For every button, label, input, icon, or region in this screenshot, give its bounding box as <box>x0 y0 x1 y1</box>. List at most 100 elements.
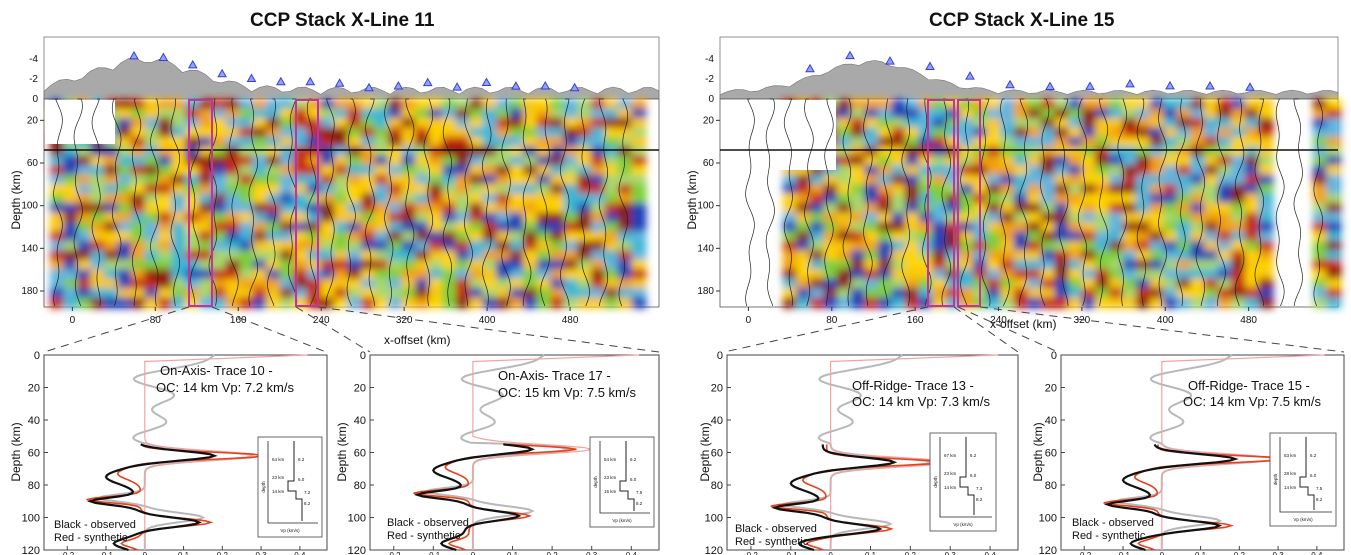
heatmap-cell <box>225 288 241 300</box>
inset-label: 7.5 <box>636 490 643 495</box>
heatmap-cell <box>117 212 133 224</box>
x-tick-label: 160 <box>907 315 924 326</box>
y-tick-label: 20 <box>27 115 39 126</box>
heatmap-cell <box>1149 250 1165 262</box>
heatmap-cell <box>1258 212 1274 224</box>
heatmap-cell <box>333 155 349 167</box>
heatmap-cell <box>1041 174 1057 186</box>
heatmap-cell <box>1122 117 1138 129</box>
x-tick-label: 0.2 <box>547 551 559 555</box>
heatmap-cell <box>604 117 620 129</box>
heatmap-cell <box>455 203 471 214</box>
trace-wiggle <box>150 98 159 307</box>
heatmap-cell <box>333 117 349 129</box>
heatmap-cell <box>837 184 853 196</box>
heatmap-cell <box>1095 146 1111 158</box>
heatmap-cell <box>185 269 201 281</box>
x-tick-label: 0.3 <box>256 551 268 555</box>
heatmap-cell <box>171 117 187 129</box>
heatmap-cell <box>401 184 417 196</box>
heatmap-cell <box>1190 269 1206 281</box>
heatmap-cell <box>279 117 295 129</box>
heatmap-cell <box>252 136 268 148</box>
heatmap-cell <box>1108 184 1125 196</box>
heatmap-cell <box>469 259 485 271</box>
heatmap-cell <box>104 288 120 300</box>
heatmap-cell <box>809 297 826 309</box>
heatmap-cell <box>279 212 295 224</box>
heatmap-cell <box>523 288 539 300</box>
y-tick-label: 80 <box>28 480 40 492</box>
heatmap-cell <box>306 212 322 224</box>
heatmap-cell <box>388 127 404 139</box>
heatmap-cell <box>563 127 579 139</box>
heatmap-cell <box>1190 117 1206 129</box>
heatmap-cell <box>1163 108 1179 120</box>
heatmap-cell <box>1081 174 1097 186</box>
heatmap-cell <box>1312 174 1328 186</box>
heatmap-cell <box>171 212 187 224</box>
y-tick-label: 60 <box>354 448 366 460</box>
heatmap-cell <box>347 117 363 129</box>
heatmap-cell <box>809 203 826 214</box>
heatmap-cell <box>225 193 241 205</box>
heatmap-cell <box>239 212 255 224</box>
heatmap-cell <box>550 136 566 148</box>
heatmap-cell <box>563 203 579 214</box>
heatmap-cell <box>158 288 174 300</box>
heatmap-cell <box>1027 269 1043 281</box>
heatmap-cell <box>279 108 295 120</box>
inset-label: 6.2 <box>630 457 637 462</box>
heatmap-cell <box>590 278 606 290</box>
heatmap-cell <box>986 165 1002 177</box>
heatmap-cell <box>1163 193 1179 205</box>
heatmap-cell <box>550 193 566 205</box>
heatmap-cell <box>1326 184 1342 196</box>
heatmap-cell <box>482 127 498 139</box>
heatmap-cell <box>455 108 471 120</box>
station-triangle-icon <box>1245 82 1255 91</box>
heatmap-cell <box>536 259 552 271</box>
heatmap-cell <box>1081 250 1097 262</box>
heatmap-cell <box>1081 297 1097 309</box>
x-tick-label: -0.1 <box>99 551 113 555</box>
heatmap-cell <box>104 174 120 186</box>
heatmap-cell <box>864 288 880 300</box>
heatmap-cell <box>469 184 485 196</box>
heatmap-cell <box>198 184 214 196</box>
heatmap-cell <box>239 155 255 167</box>
heatmap-cell <box>212 203 228 214</box>
heatmap-cell <box>1041 165 1057 177</box>
heatmap-cell <box>442 165 458 177</box>
heatmap-cell <box>306 146 322 158</box>
heatmap-cell <box>293 212 309 224</box>
heatmap-cell <box>482 146 498 158</box>
trace-wiggle <box>1040 98 1050 307</box>
heatmap-cell <box>1204 259 1220 271</box>
x-tick-label: 0.4 <box>294 551 306 555</box>
heatmap-cell <box>347 155 363 167</box>
heatmap-cell <box>1176 174 1192 186</box>
y-tick-label: 40 <box>28 415 40 427</box>
heatmap-cell <box>905 259 921 271</box>
heatmap-cell <box>604 193 620 205</box>
heatmap-cell <box>523 136 539 148</box>
heatmap-cell <box>374 297 390 309</box>
heatmap-cell <box>1190 288 1206 300</box>
heatmap-cell <box>577 250 593 262</box>
heatmap-cell <box>1176 127 1192 139</box>
heatmap-cell <box>617 278 633 290</box>
heatmap-cell <box>388 174 404 186</box>
heatmap-cell <box>1244 155 1260 167</box>
heatmap-cell <box>932 212 948 224</box>
heatmap-cell <box>604 250 620 262</box>
heatmap-cell <box>144 297 160 309</box>
trace-annotation-params: OC: 14 km Vp: 7.3 km/s <box>852 394 990 409</box>
heatmap-cell <box>239 288 255 300</box>
x-tick-label: 0.3 <box>945 551 957 555</box>
heatmap-cell <box>932 288 948 300</box>
heatmap-cell <box>333 136 349 148</box>
zoom-connector <box>211 306 327 353</box>
heatmap-cell <box>90 193 106 205</box>
heatmap-cell <box>482 203 498 214</box>
